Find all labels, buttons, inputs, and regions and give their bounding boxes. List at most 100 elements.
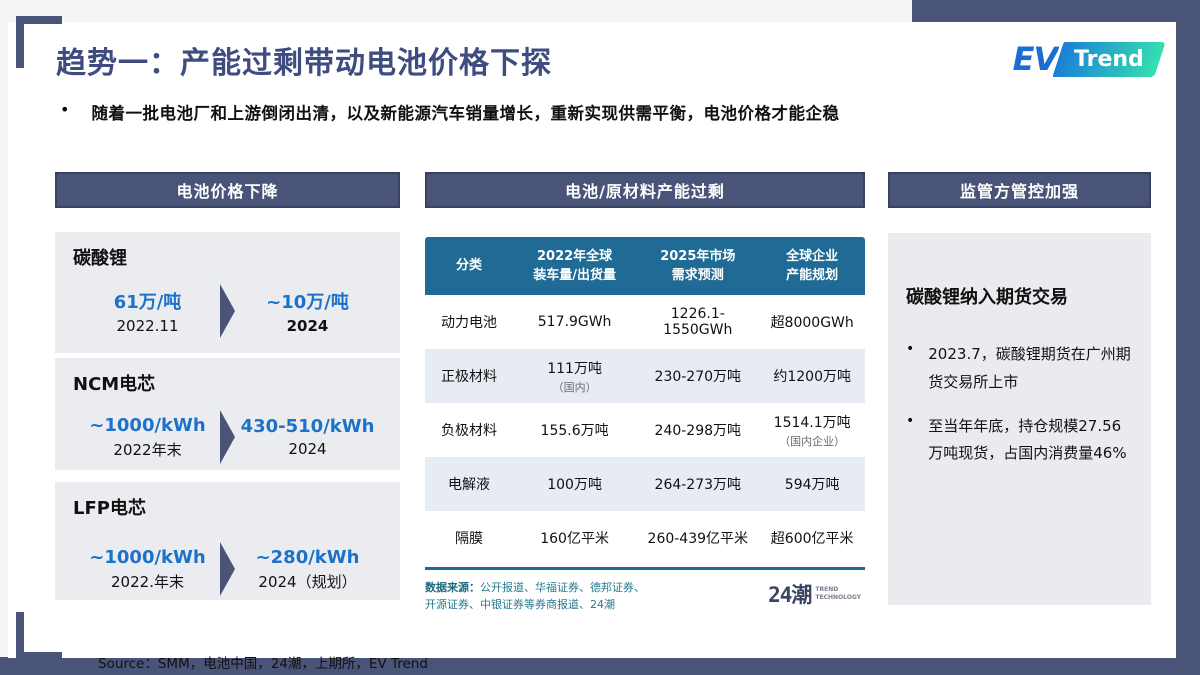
price-to-label: 2024 [286,316,329,335]
header-line: 需求预测 [671,268,724,283]
table-header-row: 分类 2022年全球 装车量/出货量 2025年市场 需求预测 全球企业产能规划 [425,237,865,295]
cell-capacity: 约1200万吨 [773,369,851,385]
panel-header-regulation: 监管方管控加强 [888,172,1151,208]
data-source-line1: 公开报道、华福证券、德邦证券、 [480,581,645,594]
panel-regulation: 监管方管控加强 碳酸锂纳入期货交易 • 2023.7，碳酸锂期货在广州期货交易所… [888,172,1151,605]
bullet-marker: • [60,100,70,119]
bullet-marker: • [906,341,915,357]
table-source-note: 数据来源：公开报道、华福证券、德邦证券、 开源证券、中银证券等券商报道、24潮 … [425,579,865,613]
cell-category: 动力电池 [441,315,497,331]
brand-24chao-logo: 24潮 TREND TECHNOLOGY [768,579,861,609]
overcapacity-table: 分类 2022年全球 装车量/出货量 2025年市场 需求预测 全球企业产能规划 动… [425,237,865,613]
ev-trend-logo-trend-badge: Trend [1049,41,1166,77]
ev-trend-logo: EV Trend [1013,40,1166,78]
price-to: 430-510/kWh 2024 [239,416,376,458]
table-header-2022-volume: 2022年全球 装车量/出货量 [513,247,636,286]
cell-category: 负极材料 [441,423,497,439]
corner-bracket-top-left [16,16,62,68]
header-line: 2025年市场 [660,248,736,264]
regulation-title: 碳酸锂纳入期货交易 [906,287,1068,308]
panel-battery-price-decline: 电池价格下降 [55,172,400,208]
cell-category: 电解液 [448,477,490,493]
cell-2025: 1226.1-1550GWh [663,306,733,338]
intro-bullet: • 随着一批电池厂和上游倒闭出清，以及新能源汽车销量增长，重新实现供需平衡，电池… [60,100,839,124]
table-row-electrolyte: 电解液 100万吨 264-273万吨 594万吨 [425,457,865,511]
price-from: ~1000/kWh 2022年末 [79,415,216,460]
cell-2022: 100万吨 [547,477,602,493]
cell-2022: 155.6万吨 [540,423,609,439]
price-to: ~10万/吨 2024 [239,288,376,335]
header-line: 装车量/出货量 [533,268,616,283]
table-bottom-rule [425,567,865,570]
cell-capacity: 超600亿平米 [770,531,854,547]
price-item-name: LFP电芯 [73,498,146,519]
cell-2025: 230-270万吨 [654,369,742,385]
price-from-label: 2022.11 [116,316,179,335]
background-bottom-band [0,657,1200,675]
price-to-value: ~10万/吨 [266,291,349,313]
ev-trend-logo-trend: Trend [1074,46,1144,72]
panel-overcapacity: 电池/原材料产能过剩 分类 2022年全球 装车量/出货量 2025年市场 需求预测… [425,172,865,611]
panel-header-overcapacity: 电池/原材料产能过剩 [425,172,865,208]
price-item-lithium-carbonate: 碳酸锂 61万/吨 2022.11 ~10万/吨 2024 [55,232,400,353]
price-from: 61万/吨 2022.11 [79,288,216,335]
price-from-value: ~1000/kWh [89,414,206,436]
brand-24chao-name: 24潮 [768,583,812,607]
page-title: 趋势一：产能过剩带动电池价格下探 [56,46,552,81]
price-to-value: ~280/kWh [255,546,360,568]
header-line: 全球企业 [786,248,839,264]
data-source-label: 数据来源： [425,581,480,594]
price-item-lfp-cell: LFP电芯 ~1000/kWh 2022.年末 ~280/kWh 2024（规划… [55,482,400,600]
brand-24chao-subtext: TREND TECHNOLOGY [815,585,861,601]
cell-2022: 160亿平米 [540,531,609,547]
slide-card: 趋势一：产能过剩带动电池价格下探 EV Trend • 随着一批电池厂和上游倒闭… [8,16,1176,672]
header-line: 2022年全球 [537,248,613,264]
cell-2025: 264-273万吨 [654,477,742,493]
table-header-2025-demand: 2025年市场 需求预测 [636,247,759,286]
price-from-label: 2022年末 [113,440,182,459]
regulation-content-box: 碳酸锂纳入期货交易 • 2023.7，碳酸锂期货在广州期货交易所上市 • 至当年… [888,233,1151,605]
panel-header-price-decline: 电池价格下降 [55,172,400,208]
table-header-category: 分类 [425,256,513,276]
price-item-name: 碳酸锂 [73,248,127,269]
header-line: 分类 [455,258,482,274]
price-from-value: 61万/吨 [113,291,182,313]
table-row-power-battery: 动力电池 517.9GWh 1226.1-1550GWh 超8000GWh [425,295,865,349]
table-row-anode: 负极材料 155.6万吨 240-298万吨 1514.1万吨 （国内企业） [425,403,865,457]
cell-2025: 240-298万吨 [654,423,742,439]
price-item-name: NCM电芯 [73,374,156,395]
price-to: ~280/kWh 2024（规划） [239,547,376,592]
price-to-value: 430-510/kWh [240,416,375,437]
data-source-text: 数据来源：公开报道、华福证券、德邦证券、 开源证券、中银证券等券商报道、24潮 [425,579,645,613]
arrow-right-icon [220,284,235,338]
price-to-label: 2024（规划） [258,572,357,591]
cell-capacity: 594万吨 [784,477,840,493]
table-row-cathode: 正极材料 111万吨 （国内） 230-270万吨 约1200万吨 [425,349,865,403]
regulation-bullets: • 2023.7，碳酸锂期货在广州期货交易所上市 • 至当年年底，持仓规模27.… [906,341,1133,468]
corner-bracket-bottom-left [16,612,62,660]
price-to-label: 2024 [288,440,327,458]
price-from-label: 2022.年末 [111,572,184,591]
cell-2025: 260-439亿平米 [647,531,749,547]
table-row-separator: 隔膜 160亿平米 260-439亿平米 超600亿平米 [425,511,865,565]
cell-2022: 111万吨 （国内） [547,360,602,394]
data-source-line2: 开源证券、中银证券等券商报道、24潮 [425,598,615,612]
cell-category: 正极材料 [441,369,497,385]
cell-capacity: 1514.1万吨 （国内企业） [773,414,851,448]
slide-source-line: Source：SMM，电池中国，24潮，上期所，EV Trend [98,656,428,672]
cell-category: 隔膜 [455,531,483,547]
header-line: 产能规划 [786,268,839,283]
price-from-value: ~1000/kWh [89,546,206,568]
regulation-bullet-2-text: 至当年年底，持仓规模27.56万吨现货，占国内消费量46% [928,416,1127,463]
cell-capacity: 超8000GWh [770,315,854,331]
price-item-ncm-cell: NCM电芯 ~1000/kWh 2022年末 430-510/kWh 2024 [55,358,400,470]
regulation-bullet-2: • 至当年年底，持仓规模27.56万吨现货，占国内消费量46% [906,413,1133,469]
cell-2022: 517.9GWh [537,314,612,330]
bullet-marker: • [906,412,915,429]
background-top-band [912,0,1200,24]
arrow-right-icon [220,410,235,464]
table-header-global-capacity: 全球企业 产能规划 [759,247,865,286]
price-from: ~1000/kWh 2022.年末 [79,547,216,592]
arrow-right-icon [220,542,235,596]
intro-bullet-text: 随着一批电池厂和上游倒闭出清，以及新能源汽车销量增长，重新实现供需平衡，电池价格… [91,104,840,123]
